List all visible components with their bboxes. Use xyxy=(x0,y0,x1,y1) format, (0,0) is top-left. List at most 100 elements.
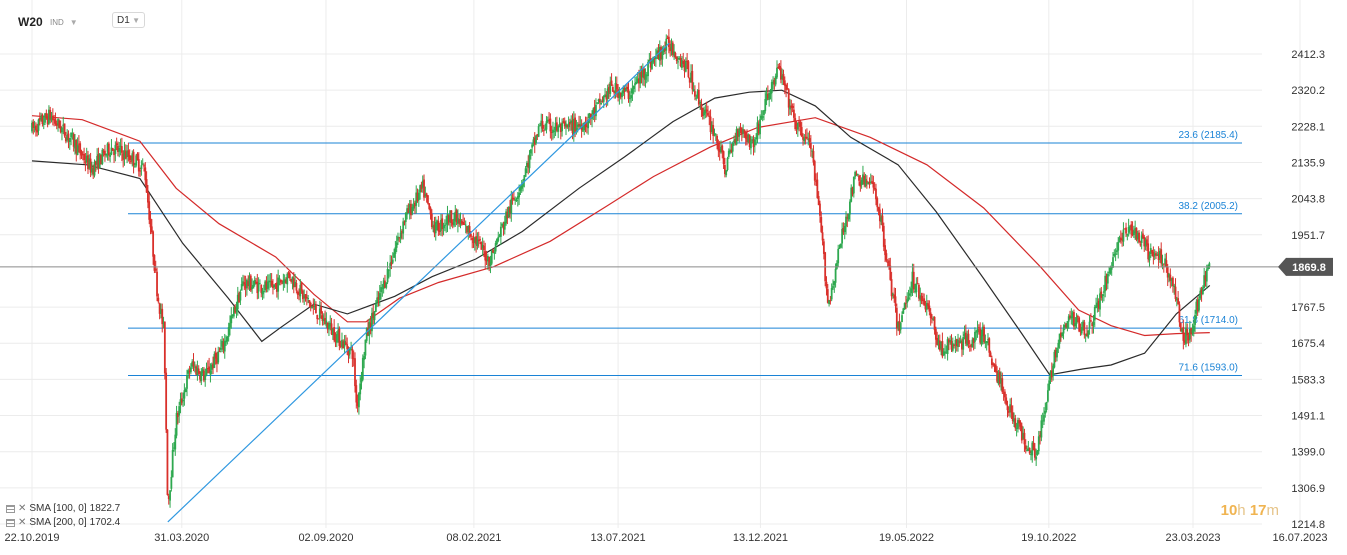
candle-body xyxy=(822,241,825,254)
candle-body xyxy=(386,269,389,283)
candle-body xyxy=(1095,305,1097,309)
candle-body xyxy=(1084,334,1087,336)
close-icon[interactable]: ✕ xyxy=(18,503,27,514)
candle-body xyxy=(918,284,920,299)
candle-body xyxy=(916,283,919,285)
candle-body xyxy=(933,316,936,331)
candle-body xyxy=(833,281,836,286)
candle-body xyxy=(464,224,467,226)
candle-body xyxy=(846,217,849,219)
candle-body xyxy=(291,276,294,282)
candle-body xyxy=(666,37,669,39)
candle-body xyxy=(558,124,561,126)
candle-body xyxy=(1187,335,1190,341)
candle-body xyxy=(46,116,49,125)
candle-body xyxy=(421,180,424,188)
candle-body xyxy=(988,338,991,353)
candle-body xyxy=(484,251,487,261)
candle-body xyxy=(1053,351,1056,368)
candle-body xyxy=(440,219,442,231)
candle-body xyxy=(881,215,884,226)
candle-body xyxy=(596,102,599,104)
candle-body xyxy=(526,162,528,168)
indicator-settings-icon[interactable] xyxy=(6,504,15,513)
candle-body xyxy=(290,278,293,282)
candle-body xyxy=(934,329,937,340)
candle-body xyxy=(51,115,54,120)
legend-sma-200-label: SMA [200, 0] xyxy=(29,517,87,528)
candle-body xyxy=(864,178,867,187)
candle-body xyxy=(730,149,733,153)
candle-body xyxy=(597,99,600,102)
candle-body xyxy=(329,322,332,327)
candle-body xyxy=(542,130,545,132)
candle-body xyxy=(1046,390,1049,402)
candle-body xyxy=(341,339,343,347)
candle-body xyxy=(191,361,194,367)
candle-body xyxy=(135,155,138,166)
fib-label: 23.6 (2185.4) xyxy=(1179,130,1239,141)
candle-body xyxy=(1063,324,1066,328)
candle-body xyxy=(240,284,243,291)
candle-body xyxy=(88,158,91,169)
candle-body xyxy=(1145,239,1148,245)
symbol-label[interactable]: W20 xyxy=(18,15,43,29)
candle-body xyxy=(760,115,763,119)
candle-body xyxy=(1114,253,1117,255)
instrument-type[interactable]: IND ▼ xyxy=(50,13,78,31)
candle-body xyxy=(743,129,746,134)
candle-body xyxy=(608,86,610,93)
candle-body xyxy=(733,140,735,143)
candle-body xyxy=(923,298,926,306)
candle-body xyxy=(1049,371,1052,380)
timer-hours: 10 xyxy=(1220,502,1238,519)
candle-body xyxy=(259,283,261,285)
legend-sma-100[interactable]: ✕ SMA [100, 0] 1822.7 xyxy=(6,503,120,514)
timeframe-select[interactable]: D1 ▼ xyxy=(112,12,145,28)
candle-body xyxy=(274,283,277,285)
candle-body xyxy=(1013,418,1015,422)
candle-body xyxy=(546,119,549,122)
candle-body xyxy=(1203,275,1206,289)
candle-body xyxy=(285,280,287,284)
candle-body xyxy=(1092,321,1095,326)
candle-body xyxy=(974,331,976,342)
candle-body xyxy=(434,222,437,234)
candle-body xyxy=(169,490,171,501)
candle-body xyxy=(447,215,450,223)
candle-body xyxy=(865,180,868,183)
candle-body xyxy=(830,288,833,300)
candle-body xyxy=(312,305,315,308)
candle-body xyxy=(398,237,401,239)
candle-body xyxy=(889,265,892,280)
x-tick-label: 23.03.2023 xyxy=(1165,532,1220,544)
candle-body xyxy=(359,383,362,395)
candle-body xyxy=(761,116,764,118)
candle-body xyxy=(96,156,99,164)
candle-body xyxy=(628,98,631,100)
candle-body xyxy=(420,184,423,189)
candle-body xyxy=(838,247,841,249)
candle-body xyxy=(985,341,988,344)
candle-body xyxy=(683,63,686,72)
candle-body xyxy=(195,366,198,375)
close-icon[interactable]: ✕ xyxy=(18,517,27,528)
candle-body xyxy=(1073,312,1075,327)
candle-body xyxy=(972,338,975,343)
candle-body xyxy=(888,260,890,267)
candle-body xyxy=(1075,317,1078,325)
candle-body xyxy=(963,333,966,336)
sma-200-line xyxy=(31,115,1210,337)
candle-body xyxy=(303,295,306,298)
candle-body xyxy=(384,280,386,288)
candle-body xyxy=(639,72,642,84)
candle-body xyxy=(399,232,402,239)
candle-body xyxy=(807,139,810,141)
candle-body xyxy=(601,101,604,103)
indicator-settings-icon[interactable] xyxy=(6,518,15,527)
legend-sma-200[interactable]: ✕ SMA [200, 0] 1702.4 xyxy=(6,517,120,528)
candle-body xyxy=(1174,286,1177,299)
candle-body xyxy=(299,284,302,297)
candle-body xyxy=(110,147,113,155)
